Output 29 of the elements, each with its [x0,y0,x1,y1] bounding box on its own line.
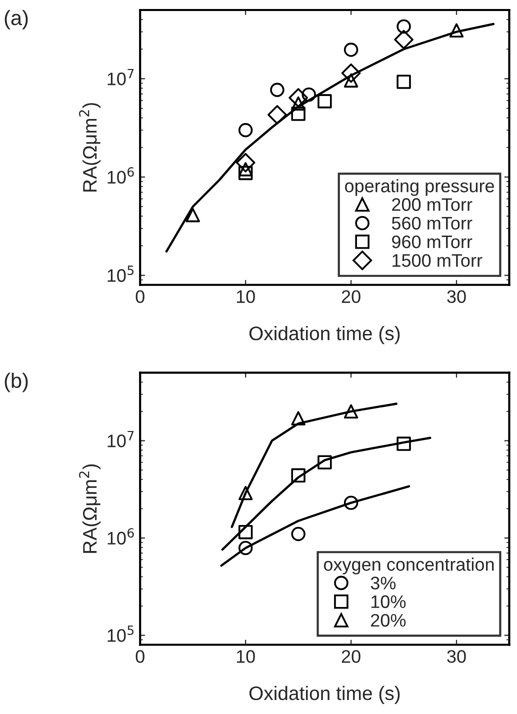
x-tick-label: 20 [342,290,360,304]
y-tick-label: 10$^{6}$ [108,528,134,545]
x-tick-label: 20 [342,650,360,663]
x-axis-title: Oxidation time (s) [249,326,400,344]
legend-label: 10% [371,595,406,608]
y-axis-title: RA(Ωμm$^{2}$) [79,464,101,553]
y-tick-label: 10$^{5}$ [108,626,134,642]
x-tick-label: 10 [236,650,255,663]
y-tick-label: 10$^{7}$ [108,431,134,448]
legend-title: oxygen concentration [324,558,494,574]
legend-label: 560 mTorr [392,216,472,230]
legend-label: 200 mTorr [392,198,472,211]
x-tick-label: 30 [447,290,466,304]
legend-title: operating pressure [345,179,494,196]
chart-title: (b) [4,372,28,392]
legend-label: 960 mTorr [392,235,472,248]
x-tick-label: 0 [136,290,144,304]
x-tick-label: 0 [136,650,144,663]
legend-label: 20% [371,614,406,627]
y-tick-label: 10$^{7}$ [108,69,134,86]
x-tick-label: 10 [236,290,255,304]
legend-label: 1500 mTorr [392,254,482,267]
chart-title: (a) [4,10,28,30]
y-tick-label: 10$^{5}$ [108,266,134,282]
x-tick-label: 30 [447,650,466,663]
x-axis-title: Oxidation time (s) [249,686,400,704]
legend-label: 3% [370,576,396,590]
y-tick-label: 10$^{6}$ [108,167,134,184]
y-axis-title: RA(Ωμm$^{2}$) [79,103,101,192]
